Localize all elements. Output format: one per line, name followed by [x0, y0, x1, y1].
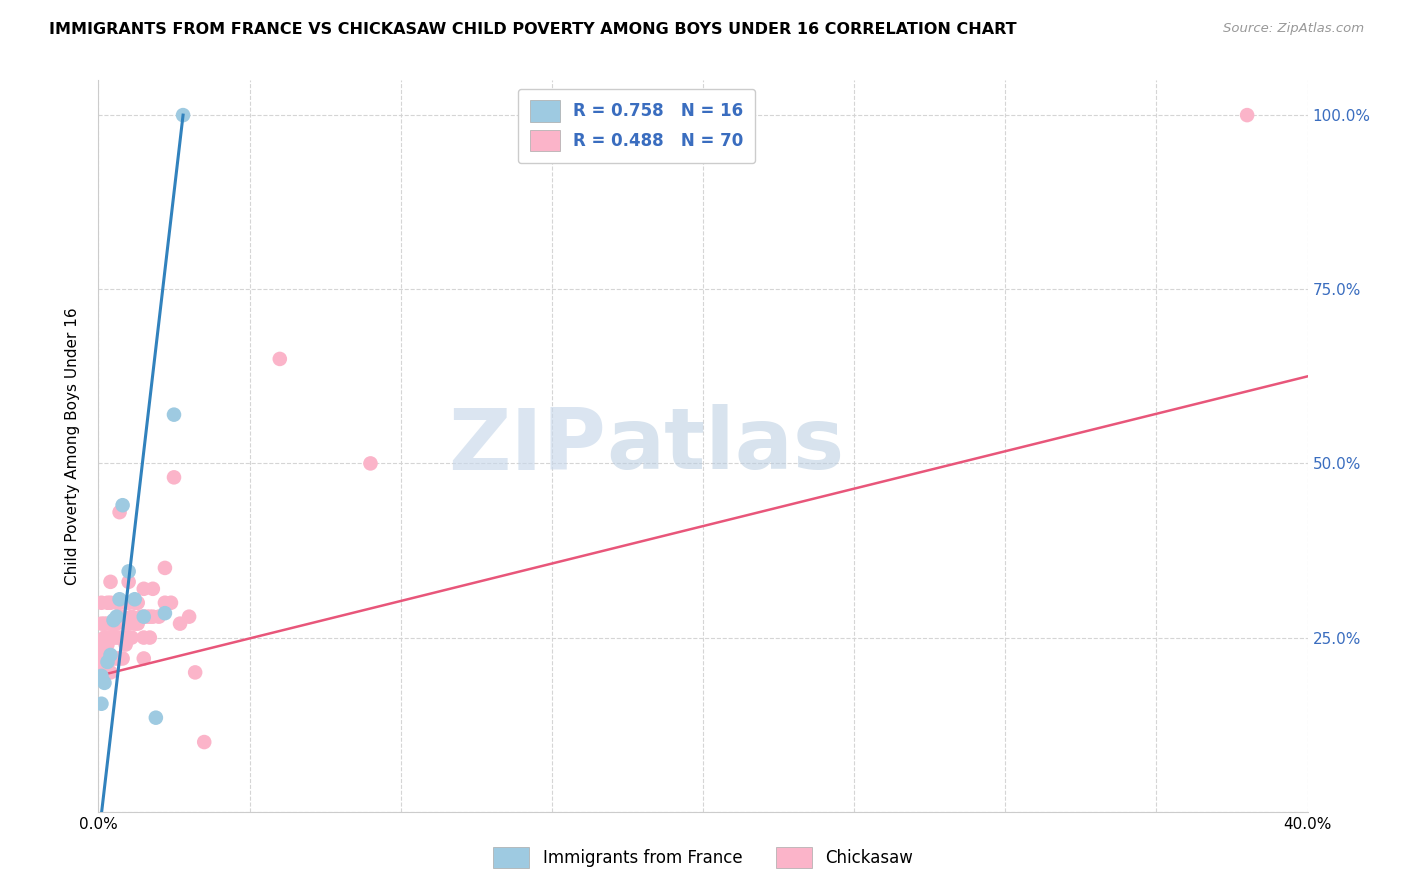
- Point: [114, 596, 136, 610]
- Point: [93, 644, 115, 658]
- Text: Source: ZipAtlas.com: Source: ZipAtlas.com: [1223, 22, 1364, 36]
- Point: [111, 631, 134, 645]
- Point: [93, 631, 115, 645]
- Point: [93, 616, 115, 631]
- Point: [90, 638, 112, 652]
- Point: [163, 470, 186, 484]
- Point: [139, 631, 162, 645]
- Point: [172, 108, 194, 122]
- Point: [90, 669, 112, 683]
- Point: [90, 665, 112, 680]
- Point: [118, 616, 141, 631]
- Point: [121, 609, 143, 624]
- Point: [139, 609, 162, 624]
- Point: [108, 505, 131, 519]
- Point: [103, 651, 125, 665]
- Point: [360, 457, 382, 471]
- Point: [163, 408, 186, 422]
- Point: [153, 596, 176, 610]
- Point: [114, 616, 136, 631]
- Point: [118, 565, 141, 579]
- Point: [118, 631, 141, 645]
- Point: [96, 651, 118, 665]
- Point: [96, 638, 118, 652]
- Point: [111, 609, 134, 624]
- Point: [135, 609, 157, 624]
- Text: ZIP: ZIP: [449, 404, 606, 488]
- Point: [269, 351, 291, 366]
- Point: [105, 631, 128, 645]
- Point: [160, 596, 183, 610]
- Point: [179, 609, 201, 624]
- Point: [118, 596, 141, 610]
- Point: [108, 592, 131, 607]
- Point: [132, 631, 155, 645]
- Point: [184, 665, 207, 680]
- Point: [1236, 108, 1258, 122]
- Point: [108, 651, 131, 665]
- Point: [100, 631, 122, 645]
- Point: [148, 609, 170, 624]
- Point: [103, 631, 125, 645]
- Point: [121, 631, 143, 645]
- Point: [105, 596, 128, 610]
- Point: [132, 609, 155, 624]
- Point: [108, 609, 131, 624]
- Point: [111, 498, 134, 512]
- Point: [129, 609, 152, 624]
- Point: [103, 613, 125, 627]
- Point: [96, 665, 118, 680]
- Point: [93, 658, 115, 673]
- Point: [90, 596, 112, 610]
- Point: [132, 651, 155, 665]
- Point: [105, 616, 128, 631]
- Point: [193, 735, 215, 749]
- Point: [124, 596, 146, 610]
- Point: [124, 616, 146, 631]
- Point: [90, 616, 112, 631]
- Point: [100, 648, 122, 662]
- Point: [153, 606, 176, 620]
- Point: [90, 697, 112, 711]
- Point: [100, 651, 122, 665]
- Point: [153, 561, 176, 575]
- Point: [132, 582, 155, 596]
- Point: [96, 655, 118, 669]
- Point: [127, 616, 149, 631]
- Point: [145, 711, 167, 725]
- Point: [90, 651, 112, 665]
- Point: [100, 574, 122, 589]
- Point: [108, 596, 131, 610]
- Point: [103, 616, 125, 631]
- Text: IMMIGRANTS FROM FRANCE VS CHICKASAW CHILD POVERTY AMONG BOYS UNDER 16 CORRELATIO: IMMIGRANTS FROM FRANCE VS CHICKASAW CHIL…: [49, 22, 1017, 37]
- Point: [142, 582, 165, 596]
- Point: [100, 665, 122, 680]
- Point: [169, 616, 191, 631]
- Legend: Immigrants from France, Chickasaw: Immigrants from France, Chickasaw: [486, 840, 920, 875]
- Point: [132, 609, 155, 624]
- Legend: R = 0.758   N = 16, R = 0.488   N = 70: R = 0.758 N = 16, R = 0.488 N = 70: [517, 88, 755, 163]
- Point: [100, 616, 122, 631]
- Y-axis label: Child Poverty Among Boys Under 16: Child Poverty Among Boys Under 16: [65, 307, 80, 585]
- Text: atlas: atlas: [606, 404, 845, 488]
- Point: [127, 596, 149, 610]
- Point: [142, 609, 165, 624]
- Point: [114, 638, 136, 652]
- Point: [118, 574, 141, 589]
- Point: [93, 676, 115, 690]
- Point: [105, 651, 128, 665]
- Point: [124, 592, 146, 607]
- Point: [100, 596, 122, 610]
- Point: [96, 616, 118, 631]
- Point: [108, 631, 131, 645]
- Point: [96, 596, 118, 610]
- Point: [105, 609, 128, 624]
- Point: [111, 651, 134, 665]
